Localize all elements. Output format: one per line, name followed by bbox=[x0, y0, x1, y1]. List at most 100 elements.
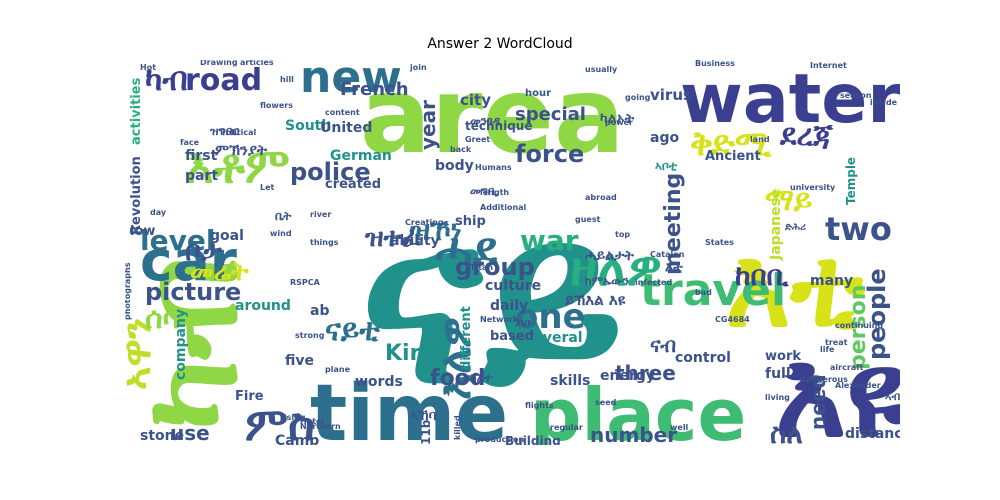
word-121: day bbox=[150, 208, 167, 217]
word-152: production bbox=[475, 435, 524, 444]
word-71: words bbox=[355, 374, 403, 390]
word-142: aircraft bbox=[830, 363, 864, 372]
word-105: going bbox=[625, 93, 651, 102]
word-77: full bbox=[765, 366, 791, 382]
word-50: ይኽእል እዩ bbox=[564, 291, 626, 309]
word-135: XVI bbox=[515, 319, 530, 328]
word-40: number bbox=[590, 423, 677, 445]
word-103: join bbox=[409, 63, 427, 72]
word-124: things bbox=[310, 238, 339, 247]
word-91: Fire bbox=[235, 389, 264, 404]
word-80: activities bbox=[129, 77, 144, 145]
word-139: continuing bbox=[835, 321, 883, 330]
word-70: five bbox=[285, 353, 314, 369]
word-158: ከልተ bbox=[470, 371, 493, 385]
word-24: ናይቲ bbox=[325, 313, 380, 348]
word-11: ዘለዎ bbox=[570, 239, 662, 297]
word-143: Alexander bbox=[835, 381, 881, 390]
word-160: መንገዲ bbox=[470, 114, 503, 128]
word-30: picture bbox=[145, 278, 241, 306]
word-164: ክምኡውን bbox=[585, 274, 629, 288]
word-3: ካብ bbox=[125, 256, 266, 430]
word-128: top bbox=[615, 230, 630, 239]
word-153: regular bbox=[550, 423, 583, 432]
word-120: Let bbox=[260, 183, 275, 192]
word-16: ኣዋን bbox=[125, 318, 160, 390]
word-45: use bbox=[170, 421, 210, 445]
word-86: city bbox=[460, 91, 491, 109]
word-51: እቲ bbox=[665, 260, 683, 276]
word-64: around bbox=[235, 298, 291, 314]
word-74: energy bbox=[600, 368, 655, 384]
word-119: face bbox=[180, 138, 200, 147]
word-72: stone bbox=[140, 428, 184, 444]
word-96: Hotel bbox=[300, 417, 324, 426]
word-122: river bbox=[310, 210, 331, 219]
word-4: እቲ bbox=[725, 223, 865, 351]
word-53: French bbox=[340, 79, 409, 100]
word-129: Catalon bbox=[650, 250, 685, 259]
word-14: ሓደ bbox=[435, 222, 499, 276]
word-68: different bbox=[459, 306, 474, 370]
word-52: ab bbox=[310, 303, 329, 319]
word-163: ሓይልታት bbox=[585, 248, 634, 264]
word-97: Hot bbox=[140, 63, 156, 72]
word-116: back bbox=[450, 145, 472, 154]
word-162: ዝግበር bbox=[210, 124, 239, 138]
word-151: flights bbox=[525, 401, 554, 410]
word-23: ማይ bbox=[765, 183, 812, 218]
word-78: distance bbox=[845, 426, 900, 442]
word-19: ቅድሚ bbox=[690, 124, 772, 164]
word-38: King bbox=[385, 341, 441, 366]
word-110: power bbox=[605, 118, 633, 127]
word-148: Using bbox=[280, 413, 306, 422]
word-90: based bbox=[490, 329, 534, 344]
word-138: CG4684 bbox=[715, 315, 750, 324]
word-35: መሬት bbox=[190, 257, 249, 287]
word-82: Ancient bbox=[705, 149, 761, 164]
word-1: እዩ bbox=[775, 325, 900, 445]
word-31: ዝኾነ bbox=[409, 214, 462, 247]
word-144: dangerous bbox=[800, 375, 848, 384]
word-117: abroad bbox=[585, 193, 617, 202]
word-21: ደረጃ bbox=[779, 118, 834, 153]
word-111: land bbox=[750, 135, 770, 144]
word-92: Temple bbox=[844, 157, 858, 205]
word-137: bad bbox=[695, 288, 712, 297]
word-125: Creating bbox=[405, 218, 444, 227]
word-156: Camp bbox=[275, 433, 319, 445]
word-20: two bbox=[825, 210, 892, 248]
word-34: force bbox=[515, 140, 584, 168]
word-43: three bbox=[615, 361, 676, 385]
word-15: እለዎ bbox=[430, 317, 481, 400]
word-54: body bbox=[435, 158, 474, 174]
word-27: ካብ bbox=[145, 60, 188, 98]
word-59: United bbox=[320, 120, 372, 136]
word-6: place bbox=[530, 373, 746, 445]
word-69: company bbox=[173, 309, 189, 380]
word-29: group bbox=[455, 253, 535, 281]
word-95: 11b bbox=[419, 419, 433, 445]
word-155: well bbox=[670, 423, 689, 432]
word-37: person bbox=[846, 285, 871, 370]
wordcloud-canvas: ናይ እዩ area ካብ እቲ time place water car travel ምስ ዘለዎ… bbox=[125, 60, 900, 445]
word-118: university bbox=[790, 183, 836, 192]
word-81: Japanese bbox=[768, 189, 784, 261]
word-159: ካልኦት bbox=[600, 111, 635, 127]
word-57: ምኽንያት bbox=[215, 141, 268, 159]
word-147: plane bbox=[325, 365, 351, 374]
word-140: treat bbox=[825, 338, 848, 347]
word-89: ship bbox=[455, 214, 486, 229]
word-127: guest bbox=[575, 215, 601, 224]
word-39: meeting bbox=[661, 173, 686, 275]
word-98: Drawing bbox=[200, 60, 238, 67]
chart-title: Answer 2 WordCloud bbox=[427, 36, 573, 52]
word-150: killed bbox=[453, 415, 462, 440]
word-145: living bbox=[765, 393, 790, 402]
word-168: ቤት bbox=[275, 209, 292, 223]
word-12: እቶም bbox=[185, 138, 290, 194]
word-58: South bbox=[285, 118, 331, 134]
word-41: ስለ bbox=[770, 417, 803, 445]
word-131: photographs bbox=[125, 262, 132, 320]
word-60: German bbox=[330, 148, 392, 164]
